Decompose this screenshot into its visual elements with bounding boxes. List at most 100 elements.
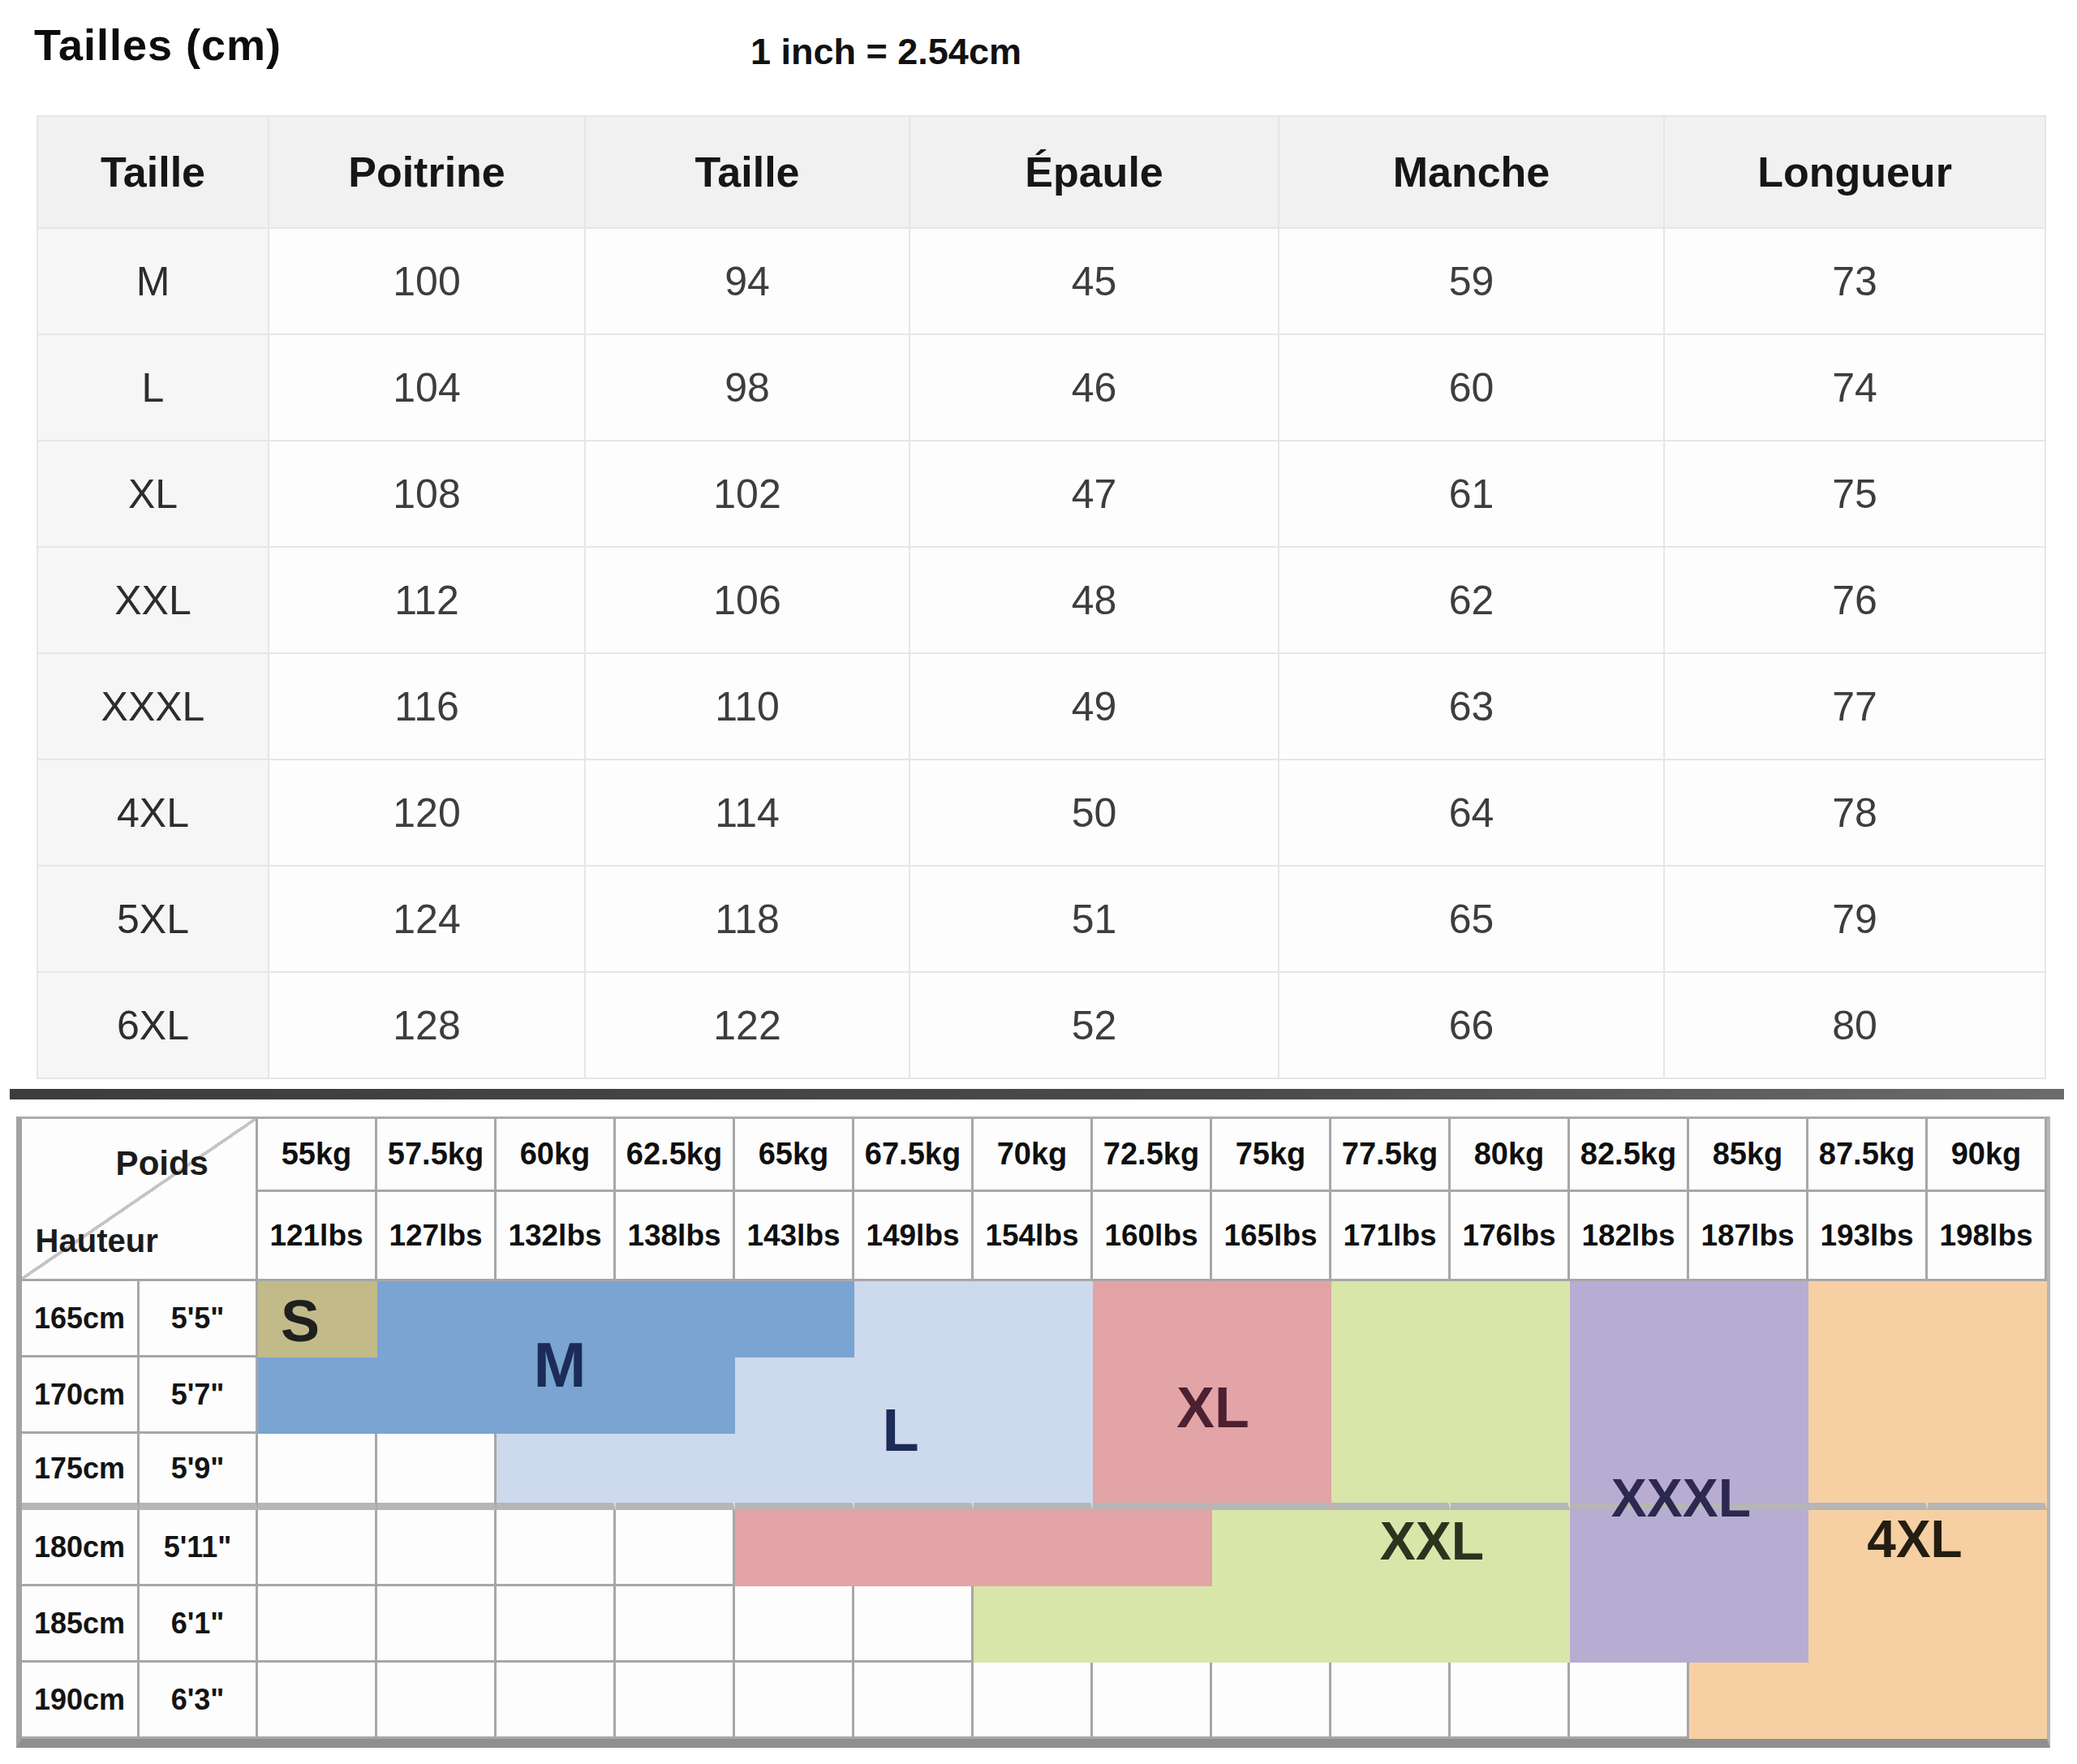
size-table-value-cell: 116 [269,654,586,760]
size-table: TaillePoitrineTailleÉpauleMancheLongueur… [37,115,2046,1079]
fit-cell-l [735,1357,854,1434]
fit-chart: PoidsHauteur55kg57.5kg60kg62.5kg65kg67.5… [16,1116,2050,1748]
weight-kg-header-cell: 72.5kg [1093,1119,1212,1192]
size-table-value-cell: 120 [269,760,586,867]
weight-lbs-header-cell: 171lbs [1331,1192,1451,1281]
fit-cell-4xl [1928,1357,2047,1434]
fit-cell-empty [735,1586,854,1663]
fit-cell-xxl [1212,1510,1331,1586]
weight-lbs-header-cell: 176lbs [1451,1192,1570,1281]
fit-cell-empty [616,1663,735,1739]
fit-cell-empty [854,1663,974,1739]
fit-cell-xxl [1451,1510,1570,1586]
weight-lbs-header-cell: 198lbs [1928,1192,2047,1281]
fit-cell-xxxl [1689,1586,1808,1663]
weight-kg-header-cell: 62.5kg [616,1119,735,1192]
fit-cell-empty [377,1586,497,1663]
fit-cell-xxl [1451,1357,1570,1434]
fit-cell-l [974,1281,1093,1357]
page-title: Tailles (cm) [34,19,282,70]
height-ft-cell: 6'1" [140,1586,258,1663]
fit-cell-l [497,1434,616,1510]
fit-cell-4xl [1928,1663,2047,1739]
fit-cell-xxl [1331,1586,1451,1663]
weight-lbs-header-cell: 187lbs [1689,1192,1808,1281]
height-ft-cell: 5'9" [140,1434,258,1510]
size-table-value-cell: 94 [586,229,910,335]
size-table-size-cell: XXXL [38,654,269,760]
fit-cell-4xl [1808,1510,1928,1586]
fit-cell-empty [1331,1663,1451,1739]
weight-kg-header-cell: 80kg [1451,1119,1570,1192]
size-table-value-cell: 124 [269,867,586,973]
size-table-header-cell: Épaule [910,117,1279,229]
weight-kg-header-cell: 55kg [258,1119,377,1192]
size-table-size-cell: L [38,335,269,441]
fit-cell-empty [1451,1663,1570,1739]
fit-cell-4xl [1928,1510,2047,1586]
fit-cell-4xl [1808,1357,1928,1434]
size-table-header-cell: Taille [38,117,269,229]
size-table-value-cell: 73 [1665,229,2046,335]
height-ft-cell: 5'11" [140,1510,258,1586]
weight-kg-header-cell: 75kg [1212,1119,1331,1192]
fit-cell-empty [1093,1663,1212,1739]
height-cm-cell: 165cm [22,1281,140,1357]
height-cm-cell: 180cm [22,1510,140,1586]
size-table-value-cell: 80 [1665,973,2046,1079]
size-table-header-cell: Longueur [1665,117,2046,229]
size-table-value-cell: 60 [1279,335,1665,441]
size-table-value-cell: 75 [1665,441,2046,548]
size-table-value-cell: 59 [1279,229,1665,335]
size-table-header-cell: Manche [1279,117,1665,229]
fit-cell-s [258,1281,377,1357]
fit-cell-empty [258,1510,377,1586]
weight-kg-header-cell: 67.5kg [854,1119,974,1192]
size-table-size-cell: XXL [38,548,269,654]
size-table-value-cell: 78 [1665,760,2046,867]
poids-hauteur-corner-cell: PoidsHauteur [22,1119,258,1281]
fit-cell-empty [377,1510,497,1586]
fit-cell-xl [854,1510,974,1586]
fit-cell-empty [616,1586,735,1663]
size-table-size-cell: XL [38,441,269,548]
fit-cell-4xl [1808,1434,1928,1510]
size-table-value-cell: 48 [910,548,1279,654]
fit-cell-m [616,1281,735,1357]
fit-cell-m [497,1357,616,1434]
fit-cell-xxl [1451,1434,1570,1510]
size-table-value-cell: 106 [586,548,910,654]
height-cm-cell: 175cm [22,1434,140,1510]
fit-cell-xxxl [1689,1281,1808,1357]
size-table-value-cell: 98 [586,335,910,441]
fit-cell-empty [497,1510,616,1586]
fit-cell-l [735,1434,854,1510]
size-table-value-cell: 64 [1279,760,1665,867]
fit-cell-xxl [974,1586,1093,1663]
fit-cell-m [735,1281,854,1357]
size-table-value-cell: 110 [586,654,910,760]
size-table-value-cell: 63 [1279,654,1665,760]
fit-cell-xxxl [1689,1357,1808,1434]
fit-cell-l [974,1434,1093,1510]
size-table-value-cell: 66 [1279,973,1665,1079]
size-table-size-cell: 6XL [38,973,269,1079]
fit-cell-empty [854,1586,974,1663]
fit-cell-xxxl [1570,1510,1689,1586]
separator-bar [10,1089,2064,1099]
fit-cell-4xl [1808,1281,1928,1357]
fit-cell-xxl [1212,1586,1331,1663]
fit-cell-empty [258,1434,377,1510]
fit-cell-empty [497,1586,616,1663]
size-table-value-cell: 114 [586,760,910,867]
weight-kg-header-cell: 82.5kg [1570,1119,1689,1192]
size-table-value-cell: 100 [269,229,586,335]
conversion-note: 1 inch = 2.54cm [750,31,1021,73]
fit-cell-xxxl [1570,1586,1689,1663]
fit-cell-l [854,1281,974,1357]
weight-kg-header-cell: 77.5kg [1331,1119,1451,1192]
fit-cell-xxl [1331,1357,1451,1434]
fit-cell-empty [1570,1663,1689,1739]
fit-cell-empty [1212,1663,1331,1739]
weight-lbs-header-cell: 127lbs [377,1192,497,1281]
